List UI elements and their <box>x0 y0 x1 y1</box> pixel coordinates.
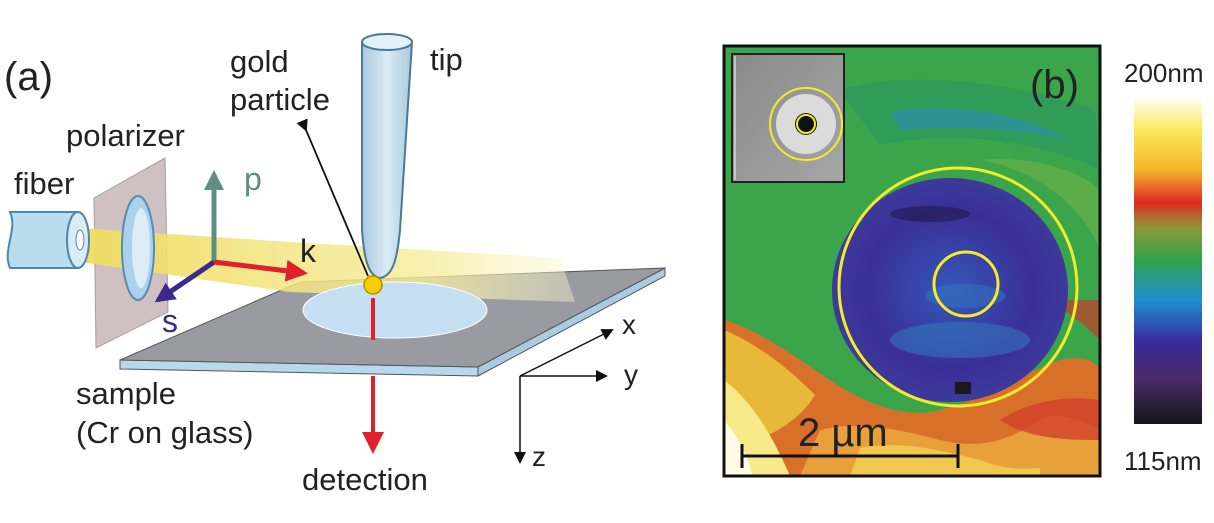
polarizer-label: polarizer <box>66 118 185 153</box>
scale-bar-label: 2 µm <box>798 411 888 455</box>
particle-label: particle <box>230 82 330 117</box>
s-label: s <box>162 303 178 339</box>
map-frame <box>722 44 1102 478</box>
tip-label: tip <box>430 42 463 77</box>
illumination-spot <box>302 281 488 339</box>
s-polarization-arrow <box>154 259 216 303</box>
panel-a: (a) <box>4 33 666 497</box>
sample-material-label: (Cr on glass) <box>76 415 253 450</box>
detection-label: detection <box>302 462 428 497</box>
polarizer-lens-inner <box>132 208 150 288</box>
panel-b-label: (b) <box>1030 63 1079 107</box>
colorbar-min-label: 115nm <box>1124 446 1202 476</box>
sample-label: sample <box>76 376 176 411</box>
gold-particle <box>363 275 383 295</box>
inset-dark-center <box>795 113 817 135</box>
fiber <box>6 211 90 269</box>
y-axis-label: y <box>624 359 638 390</box>
colorbar <box>1134 98 1202 424</box>
panel-a-label: (a) <box>4 55 53 99</box>
inset-inner-circle <box>796 114 816 134</box>
tip <box>361 33 414 280</box>
k-wavevector-arrow <box>213 259 308 282</box>
x-axis-label: x <box>622 309 636 340</box>
gold-label: gold <box>230 44 289 79</box>
z-axis-label: z <box>532 441 546 472</box>
k-label: k <box>300 233 317 269</box>
light-beam <box>80 228 575 302</box>
particle-pointer <box>296 118 369 277</box>
x-axis-arrow <box>519 329 614 377</box>
p-label: p <box>244 161 262 197</box>
coordinate-axes <box>514 329 614 464</box>
inset-image <box>731 53 845 183</box>
fiber-label: fiber <box>14 166 74 201</box>
panel-b: (b) 2 µm 200nm 115nm <box>722 44 1204 478</box>
colorbar-max-label: 200nm <box>1124 58 1204 88</box>
inset-outer-circle <box>769 87 843 161</box>
outer-yellow-circle <box>837 166 1079 408</box>
dark-defect <box>955 382 971 394</box>
inner-yellow-circle <box>932 250 1000 318</box>
scale-bar <box>740 444 960 468</box>
